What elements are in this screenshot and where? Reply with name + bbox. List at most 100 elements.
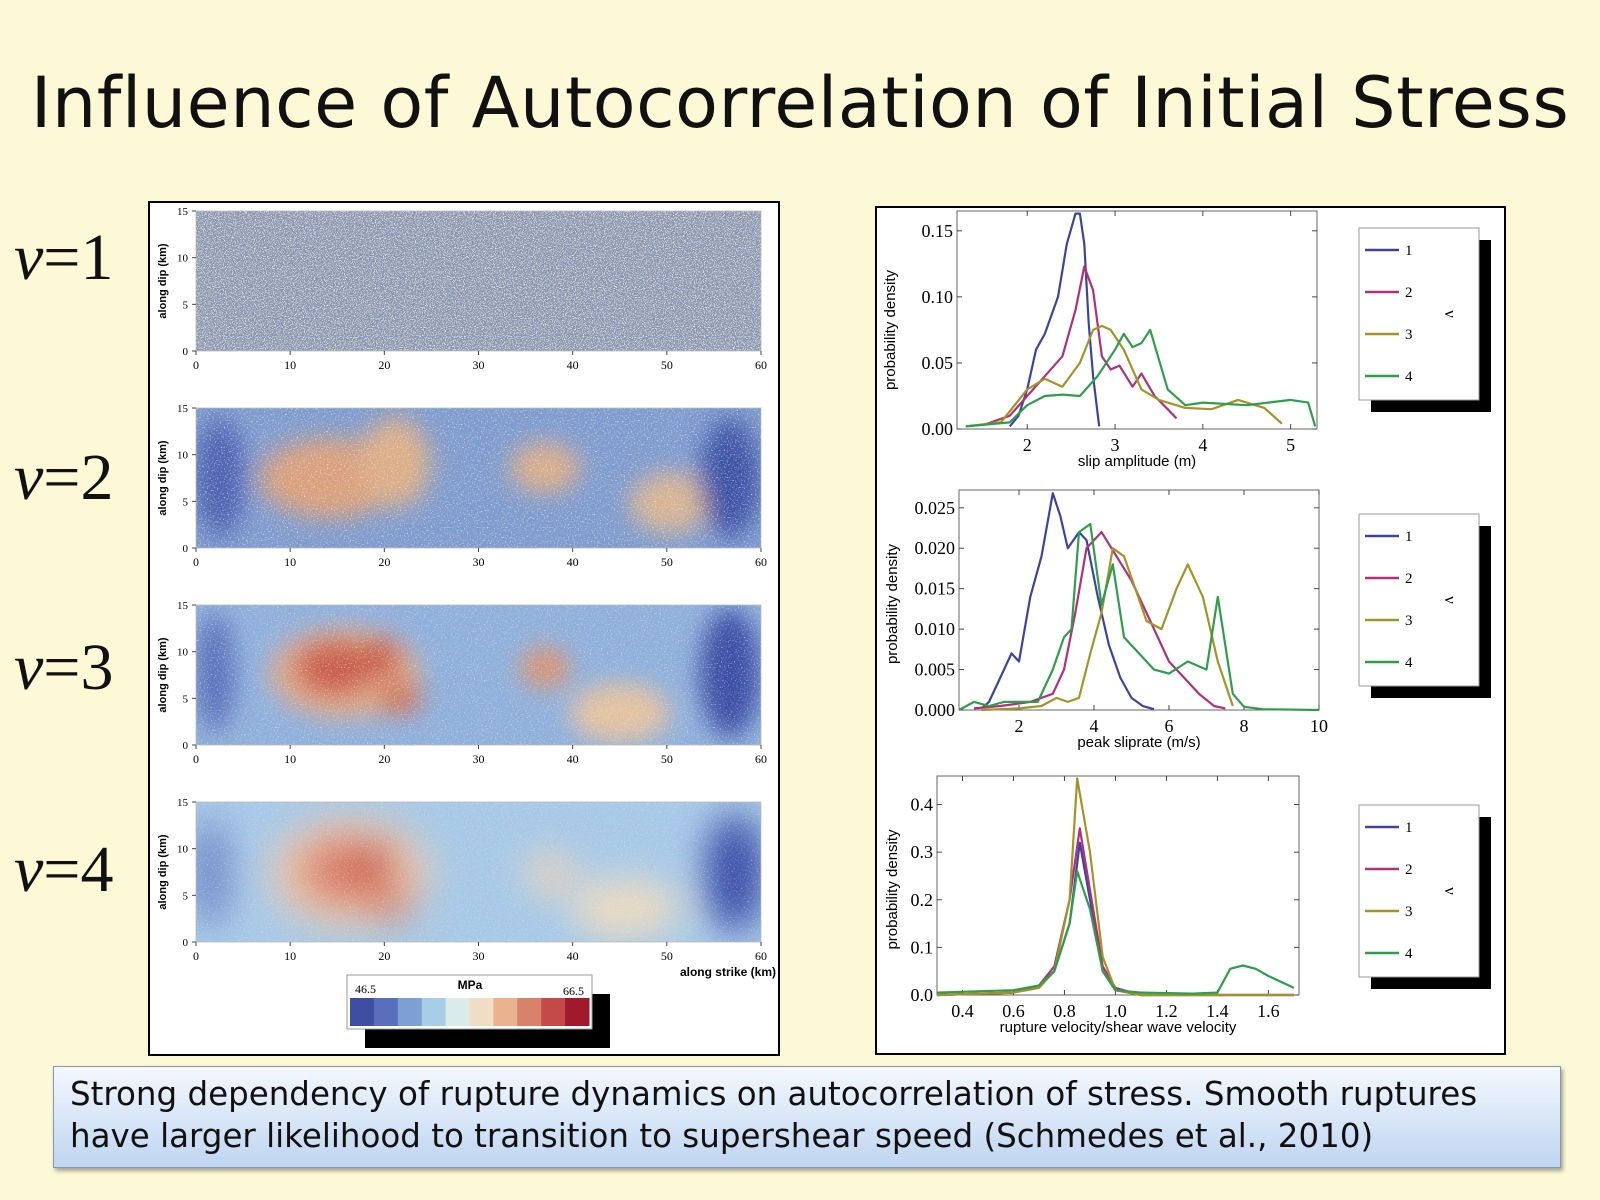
series-line-3	[965, 324, 1283, 428]
legend: 1 2 3 4 ν	[1358, 804, 1491, 989]
legend-box	[1358, 227, 1480, 401]
x-axis-label: slip amplitude (m)	[1078, 453, 1196, 470]
stress-map-v4	[196, 802, 761, 942]
legend-box	[1358, 804, 1480, 978]
y-tick-label: 10	[177, 450, 189, 462]
legend-label: 4	[1405, 655, 1413, 671]
x-tick-label: 40	[567, 358, 579, 372]
x-tick-label: 10	[284, 752, 296, 766]
legend-label: 3	[1405, 904, 1413, 920]
colorbar-title: MPa	[458, 978, 483, 992]
x-tick-label: 50	[661, 555, 673, 569]
x-tick-label: 20	[378, 752, 390, 766]
slide-title: Influence of Autocorrelation of Initial …	[30, 62, 1570, 144]
y-axis-label: along dip (km)	[157, 440, 169, 516]
legend-box	[1358, 513, 1480, 687]
x-tick-label: 40	[567, 949, 579, 963]
x-tick-label: 40	[567, 555, 579, 569]
x-tick-label: 60	[755, 358, 767, 372]
pdf-chart-3: 0.4 0.6 0.8 1.0 1.2 1.4 1.6 0.0 0.1 0.2 0.3 0.4 rupt…	[884, 775, 1491, 1036]
y-tick-label: 0.025	[915, 498, 956, 518]
x-tick-label: 10	[1310, 716, 1328, 736]
x-tick-label: 0	[193, 555, 199, 569]
x-tick-label: 20	[378, 555, 390, 569]
x-tick-label: 50	[661, 949, 673, 963]
colorbar-swatch	[493, 998, 518, 1026]
stress-map-v3	[196, 605, 761, 745]
y-tick-label: 5	[183, 299, 189, 311]
y-tick-label: 0.0	[911, 985, 934, 1005]
colorbar-swatch	[565, 998, 590, 1026]
caption-line-2: have larger likelihood to transition to …	[70, 1117, 1374, 1155]
plot-area	[956, 210, 1318, 430]
colorbar-swatch	[421, 998, 447, 1026]
legend-label: 1	[1405, 243, 1413, 259]
y-tick-label: 0.005	[915, 660, 956, 680]
x-axis-label: along strike (km)	[680, 965, 776, 979]
x-tick-label: 60	[755, 555, 767, 569]
legend-label: 1	[1405, 529, 1413, 545]
x-tick-label: 8	[1240, 716, 1249, 736]
legend: 1 2 3 4 ν	[1358, 513, 1491, 698]
y-tick-label: 0.10	[922, 287, 954, 307]
series-line-4	[936, 870, 1295, 995]
y-tick-label: 15	[177, 600, 189, 612]
y-tick-label: 0	[183, 346, 189, 358]
legend-title: ν	[1441, 596, 1460, 604]
colorbar-swatch	[397, 998, 423, 1026]
x-tick-label: 0	[193, 358, 199, 372]
y-tick-label: 0	[183, 740, 189, 752]
legend-label: 1	[1405, 820, 1413, 836]
y-tick-label: 0.15	[922, 221, 954, 241]
y-tick-label: 0.000	[915, 700, 956, 720]
series-line-1	[980, 492, 1155, 711]
x-tick-label: 1.4	[1206, 1001, 1229, 1021]
series-line-3	[981, 547, 1234, 712]
v-label-2: v=2	[14, 441, 114, 514]
colorbar-swatch	[350, 998, 375, 1026]
y-tick-label: 15	[177, 403, 189, 415]
colorbar-swatch	[373, 998, 399, 1026]
legend-label: 3	[1405, 613, 1413, 629]
colorbar: 46.5 66.5 MPa	[346, 974, 610, 1048]
x-tick-label: 30	[473, 752, 485, 766]
v-label-3: v=3	[14, 631, 114, 704]
legend-label: 4	[1405, 369, 1413, 385]
x-tick-label: 20	[378, 358, 390, 372]
y-axis-label: along dip (km)	[157, 243, 169, 319]
y-tick-label: 10	[177, 844, 189, 856]
v-label-1: v=1	[14, 221, 114, 294]
series-line-2	[982, 265, 1178, 427]
x-tick-label: 10	[284, 949, 296, 963]
colorbar-swatch	[517, 998, 542, 1026]
y-tick-label: 15	[177, 797, 189, 809]
legend-title: ν	[1441, 310, 1460, 318]
y-axis-label: along dip (km)	[157, 637, 169, 713]
pdf-charts-svg: 2 3 4 5 0.00 0.05 0.10 0.15 slip amplitude (m) pr…	[882, 210, 1491, 1036]
x-tick-label: 10	[284, 555, 296, 569]
y-axis-label: probability density	[884, 543, 901, 664]
y-tick-label: 0.020	[915, 538, 956, 558]
x-tick-label: 0	[193, 752, 199, 766]
colorbar-swatch	[445, 998, 470, 1026]
x-tick-label: 0	[193, 949, 199, 963]
y-tick-label: 0.00	[922, 419, 954, 439]
x-tick-label: 30	[473, 949, 485, 963]
x-tick-label: 0.6	[1002, 1001, 1025, 1021]
x-tick-label: 40	[567, 752, 579, 766]
x-tick-label: 4	[1198, 435, 1207, 455]
y-tick-label: 0.4	[911, 795, 934, 815]
y-tick-label: 10	[177, 253, 189, 265]
y-tick-label: 0.015	[915, 579, 956, 599]
caption-box: Strong dependency of rupture dynamics on…	[53, 1066, 1561, 1168]
legend-label: 4	[1405, 946, 1413, 962]
x-tick-label: 2	[1023, 435, 1032, 455]
x-tick-label: 50	[661, 752, 673, 766]
x-tick-label: 30	[473, 358, 485, 372]
stress-map-v1	[196, 211, 761, 351]
y-tick-label: 5	[183, 890, 189, 902]
colorbar-min: 46.5	[355, 982, 376, 996]
legend-title: ν	[1441, 887, 1460, 895]
legend: 1 2 3 4 ν	[1358, 227, 1491, 412]
